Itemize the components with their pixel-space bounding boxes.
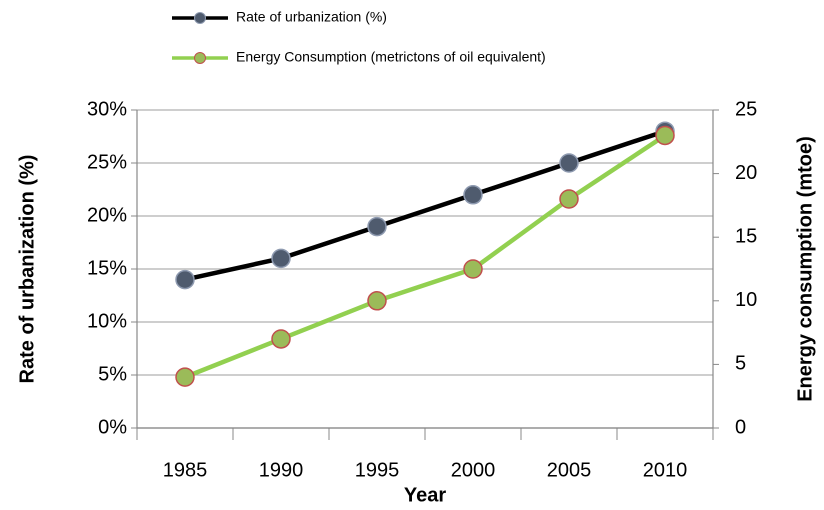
y-axis-label: Rate of urbanization (%): [16, 155, 38, 384]
series-marker: [175, 367, 195, 387]
x-tick-label: 2010: [643, 459, 688, 481]
legend-label: Rate of urbanization (%): [236, 9, 387, 25]
x-tick-label: 2000: [451, 459, 496, 481]
y2-axis-label: Energy consumption (mtoe): [794, 136, 816, 402]
series-marker: [559, 189, 579, 209]
x-tick-label: 1995: [355, 459, 400, 481]
series-marker: [271, 248, 291, 269]
series-marker: [655, 125, 675, 146]
legend-marker: [194, 12, 206, 24]
series-marker: [559, 153, 579, 173]
y2-tick-label: 0: [735, 416, 746, 438]
series-marker: [367, 291, 387, 311]
series-line: [184, 133, 667, 380]
y2-tick-label: 20: [735, 162, 757, 184]
y-tick-label: 30%: [87, 98, 127, 120]
legend-label: Energy Consumption (metrictons of oil eq…: [236, 49, 546, 65]
x-axis-label: Year: [404, 484, 446, 506]
y2-tick-label: 5: [735, 353, 746, 375]
y-tick-label: 15%: [87, 257, 127, 279]
series-marker: [463, 185, 483, 205]
series-line: [184, 129, 666, 282]
y2-tick-label: 25: [735, 98, 757, 120]
x-tick-label: 1985: [163, 459, 208, 481]
x-tick-label: 1990: [259, 459, 304, 481]
y-tick-label: 0%: [98, 416, 127, 438]
y-tick-label: 10%: [87, 310, 127, 332]
series-marker: [271, 329, 291, 349]
y2-tick-label: 15: [735, 225, 757, 247]
y-tick-label: 20%: [87, 204, 127, 226]
series-marker: [463, 259, 483, 279]
legend-marker: [194, 52, 206, 64]
y-tick-label: 5%: [98, 363, 127, 385]
y2-tick-label: 10: [735, 289, 757, 311]
x-tick-label: 2005: [547, 459, 592, 481]
series-marker: [175, 269, 195, 290]
series-marker: [367, 216, 387, 237]
y-tick-label: 25%: [87, 151, 127, 173]
